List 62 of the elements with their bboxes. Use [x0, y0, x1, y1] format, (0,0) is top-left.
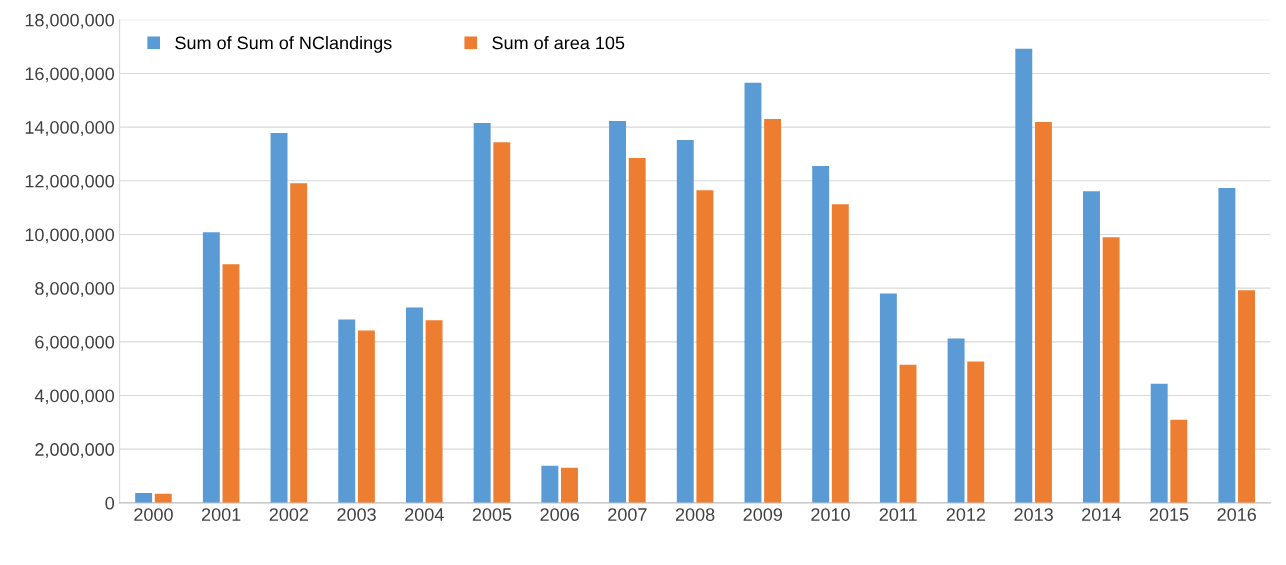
y-tick-label: 16,000,000 — [25, 67, 115, 83]
bar — [222, 264, 240, 503]
bar — [357, 330, 375, 503]
x-tick-label: 2014 — [1082, 508, 1121, 521]
bar — [1083, 191, 1100, 503]
bar — [1150, 383, 1168, 503]
bar — [967, 361, 985, 503]
legend-label: Sum of Sum of NClandings — [175, 36, 392, 53]
bar — [609, 120, 627, 503]
bar — [493, 142, 511, 503]
bar — [899, 364, 917, 503]
bar — [1170, 419, 1188, 503]
bar — [425, 320, 443, 503]
bar — [812, 166, 830, 503]
x-tick-label: 2005 — [472, 508, 512, 521]
bar — [696, 190, 714, 503]
y-tick-label: 18,000,000 — [25, 13, 115, 29]
bar — [473, 123, 491, 503]
bar — [541, 465, 559, 503]
bar — [338, 319, 356, 503]
x-tick-label: 2012 — [946, 508, 986, 521]
bar — [1102, 237, 1120, 503]
y-tick-label: 14,000,000 — [25, 121, 115, 136]
x-tick-label: 2002 — [269, 508, 309, 521]
y-tick-label: 2,000,000 — [35, 443, 115, 459]
bar — [405, 307, 423, 503]
bar — [1218, 188, 1236, 503]
bar — [1034, 122, 1052, 503]
y-tick-label: 4,000,000 — [34, 389, 115, 405]
y-tick-label: 10,000,000 — [25, 228, 115, 244]
x-tick-label: 2001 — [201, 508, 241, 521]
x-tick-label: 2013 — [1014, 508, 1053, 521]
x-tick-label: 2006 — [540, 508, 579, 521]
bar — [270, 133, 288, 503]
legend-label: Sum of area 105 — [492, 36, 625, 50]
y-tick-label: 6,000,000 — [35, 335, 115, 351]
bar — [202, 232, 220, 503]
x-tick-label: 2007 — [608, 508, 647, 521]
bar — [561, 467, 578, 503]
x-tick-label: 2010 — [811, 508, 850, 521]
y-tick-label: 12,000,000 — [25, 174, 115, 190]
x-tick-label: 2000 — [134, 508, 173, 521]
x-tick-label: 2016 — [1217, 508, 1257, 521]
x-tick-label: 2003 — [337, 508, 376, 521]
bar — [879, 293, 897, 503]
bar — [1238, 290, 1255, 503]
bar — [947, 338, 965, 503]
bar — [764, 119, 782, 503]
y-tick-label: 8,000,000 — [35, 282, 115, 297]
x-tick-label: 2009 — [743, 508, 783, 521]
bar — [676, 140, 694, 503]
x-tick-label: 2004 — [405, 508, 444, 521]
y-tick-label: 0 — [105, 496, 115, 510]
bar — [135, 492, 153, 503]
bar — [744, 82, 762, 503]
bar — [290, 183, 308, 503]
x-tick-label: 2015 — [1149, 508, 1189, 521]
x-tick-label: 2008 — [675, 508, 715, 521]
x-tick-label: 2011 — [879, 508, 917, 521]
bar — [628, 157, 646, 503]
bar — [1015, 48, 1033, 503]
bar — [831, 204, 849, 503]
